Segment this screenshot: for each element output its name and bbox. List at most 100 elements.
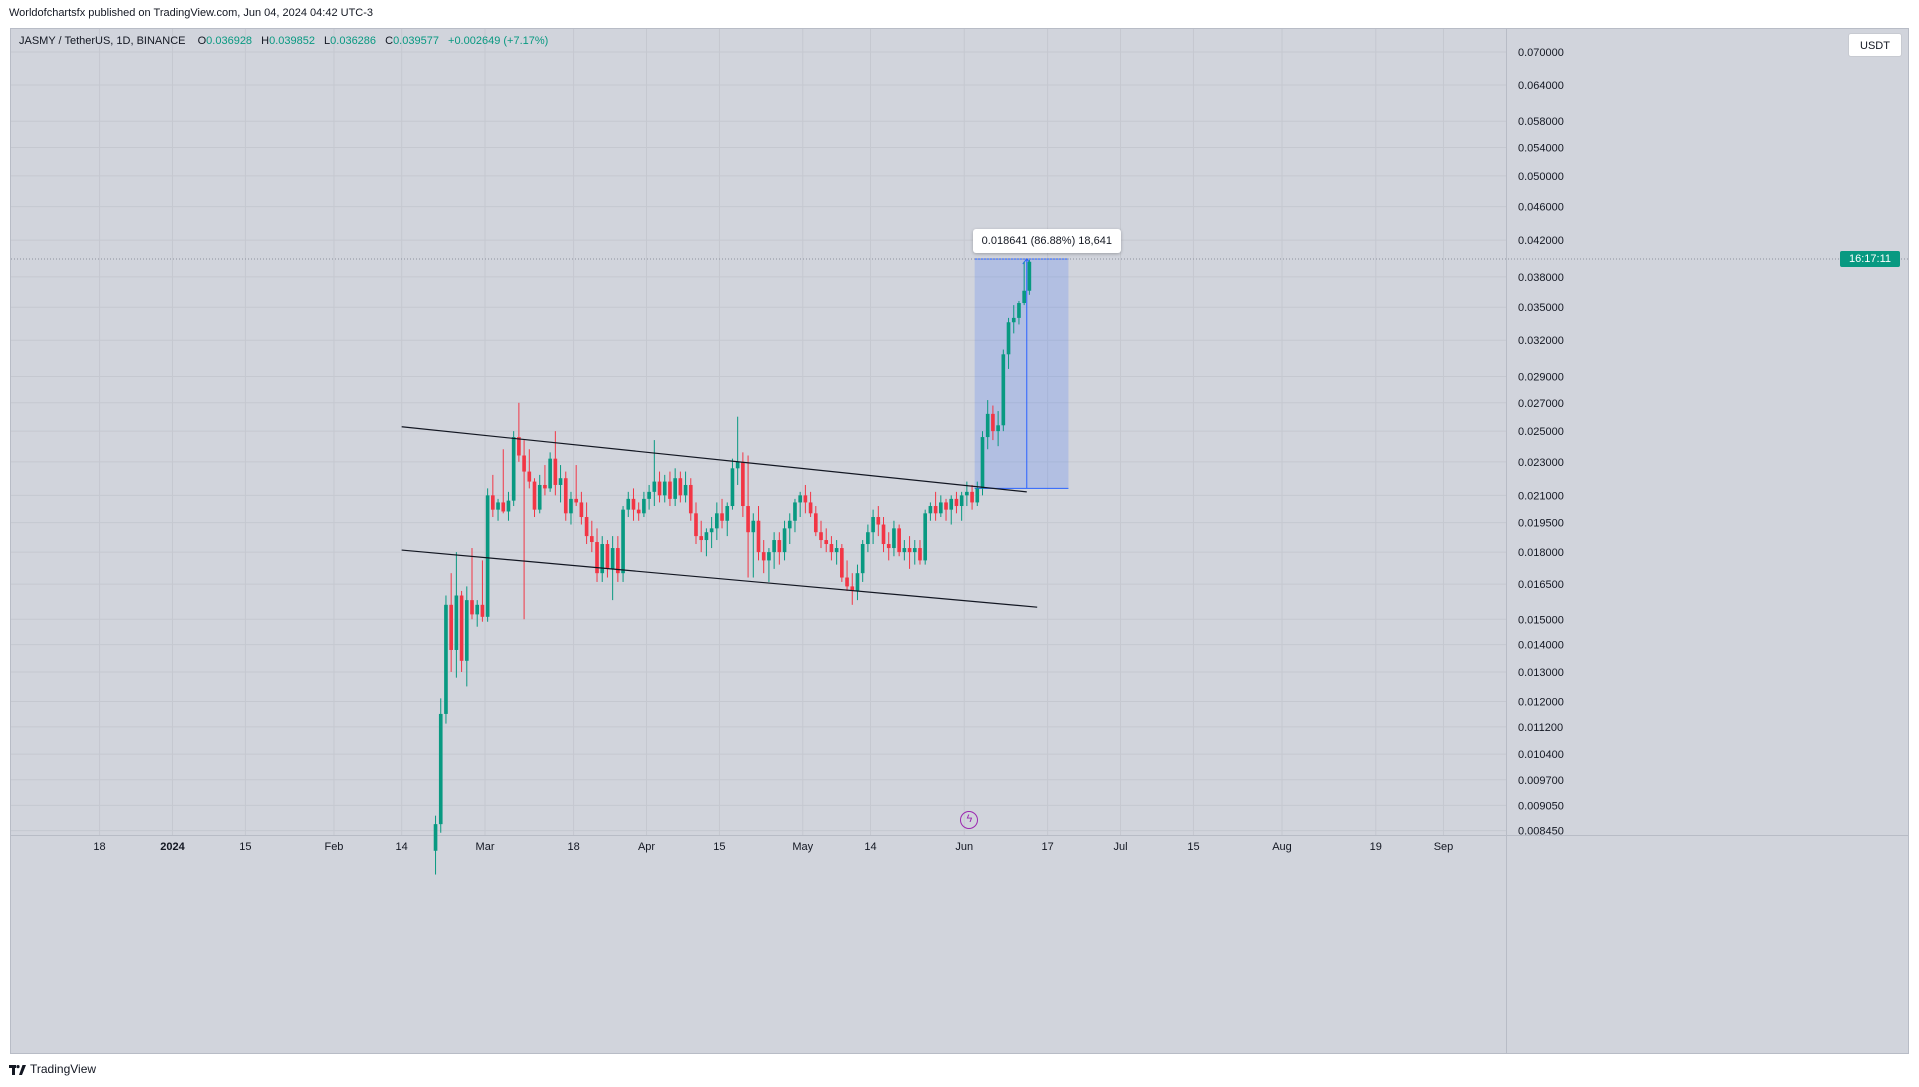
candle-body-up [772, 540, 776, 553]
time-tick-label: 15 [713, 841, 725, 853]
candle-body-down [527, 471, 532, 482]
candle-body-down [741, 461, 745, 507]
candle-body-up [767, 552, 771, 561]
candle-body-up [938, 502, 943, 514]
candle-body-down [678, 478, 683, 496]
candle-body-up [642, 498, 646, 514]
price-tick-label: 0.013000 [1518, 667, 1564, 679]
time-tick-label: 18 [567, 841, 579, 853]
candle-body-up [709, 528, 714, 533]
candle-body-up [965, 491, 969, 496]
candle-body-down [933, 506, 938, 514]
measure-tooltip: 0.018641 (86.88%) 18,641 [972, 228, 1121, 253]
candle-body-up [475, 604, 480, 615]
candle-body-up [959, 495, 964, 507]
price-tick-label: 0.038000 [1518, 272, 1564, 284]
candle-body-down [808, 502, 813, 514]
candle-body-down [605, 544, 610, 569]
price-tick-label: 0.070000 [1518, 47, 1564, 59]
candle-body-down [459, 595, 464, 661]
symbol-title[interactable]: JASMY / TetherUS, 1D, BINANCE [19, 35, 186, 47]
price-tick-label: 0.015000 [1518, 614, 1564, 626]
candle-body-down [491, 495, 495, 510]
lightning-icon[interactable]: ϟ [960, 811, 979, 829]
candles-group [433, 259, 1032, 875]
candle-body-up [438, 713, 443, 825]
candle-body-up [923, 513, 928, 561]
close-value: 0.039577 [393, 35, 439, 47]
candle-body-up [787, 520, 792, 529]
candle-body-up [793, 502, 797, 521]
time-tick-label: 2024 [160, 841, 185, 853]
currency-button[interactable]: USDT [1848, 33, 1902, 57]
candle-body-down [579, 502, 584, 518]
open-label: O [197, 35, 207, 47]
price-tick-label: 0.008450 [1518, 826, 1564, 838]
time-tick-label: 15 [239, 841, 251, 853]
candle-body-down [574, 498, 579, 503]
change-value: +0.002649 (+7.17%) [448, 35, 549, 47]
candle-body-down [501, 502, 506, 512]
footer-brand-text: TradingView [30, 1062, 97, 1076]
candle-body-up [928, 506, 933, 514]
price-tick-label: 0.019500 [1518, 518, 1564, 530]
candle-body-up [735, 461, 740, 469]
candle-body-up [626, 498, 631, 510]
candle-body-up [1017, 303, 1021, 318]
candle-body-up [537, 484, 542, 510]
time-tick-label: Mar [476, 841, 495, 853]
candle-body-up [975, 488, 980, 503]
candle-body-down [876, 517, 881, 525]
price-tick-label: 0.032000 [1518, 335, 1564, 347]
time-tick-label: 14 [396, 841, 408, 853]
low-value: 0.036286 [330, 35, 377, 47]
price-tick-label: 0.011200 [1518, 722, 1563, 734]
candle-body-down [553, 458, 558, 485]
price-tick-label: 0.018000 [1518, 547, 1564, 559]
candle-body-up [725, 506, 730, 521]
price-tick-label: 0.035000 [1518, 302, 1564, 314]
candle-body-down [918, 548, 922, 561]
candle-body-down [803, 495, 808, 503]
time-tick-label: Apr [638, 841, 655, 853]
chart-pane[interactable]: 0.070000 0.064000 0.058000 0.054000 0.050000… [10, 28, 1909, 1054]
time-tick-label: 17 [1041, 841, 1053, 853]
candle-body-up [464, 600, 469, 661]
price-chart-svg[interactable]: 0.070000 0.064000 0.058000 0.054000 0.050000… [11, 29, 1909, 1054]
symbol-legend: JASMY / TetherUS, 1D, BINANCE O0.036928 … [19, 35, 554, 47]
publish-attribution: Worldofchartsfx published on TradingView… [9, 7, 374, 19]
candle-body-up [673, 478, 677, 499]
price-tick-label: 0.054000 [1518, 143, 1564, 155]
price-tick-label: 0.025000 [1518, 426, 1564, 438]
candle-body-up [444, 604, 448, 714]
candle-body-down [881, 524, 886, 545]
candle-body-down [657, 481, 662, 496]
candle-body-up [704, 532, 709, 541]
time-tick-label: Jul [1113, 841, 1127, 853]
time-axis: 18 2024 15 Feb 14 Mar 18 Apr 15 May 14 Jun 17 Jul 15 Au… [93, 841, 1453, 853]
candle-body-down [761, 552, 766, 561]
candle-body-up [902, 548, 907, 553]
candle-body-up [454, 595, 459, 650]
candle-body-down [746, 506, 750, 533]
candle-body-down [595, 542, 599, 574]
candle-body-up [1027, 261, 1032, 291]
candle-body-up [860, 544, 865, 574]
price-tick-label: 0.064000 [1518, 80, 1564, 92]
candle-body-down [584, 517, 589, 537]
candle-body-up [548, 458, 552, 489]
candle-body-up [996, 425, 1000, 432]
candle-body-down [954, 498, 959, 507]
price-tick-label: 0.014000 [1518, 640, 1564, 652]
candle-body-up [485, 495, 490, 617]
candle-body-up [980, 437, 985, 489]
candle-body-up [1001, 354, 1006, 426]
price-tick-label: 0.058000 [1518, 116, 1564, 128]
candle-body-up [949, 498, 954, 510]
candle-body-up [511, 437, 516, 501]
last-price-countdown-tag: 16:17:11 [1840, 250, 1900, 267]
trendline-upper-channel [401, 426, 1027, 493]
time-tick-label: May [792, 841, 813, 853]
candle-body-down [970, 491, 974, 503]
candle-body-down [907, 548, 912, 553]
